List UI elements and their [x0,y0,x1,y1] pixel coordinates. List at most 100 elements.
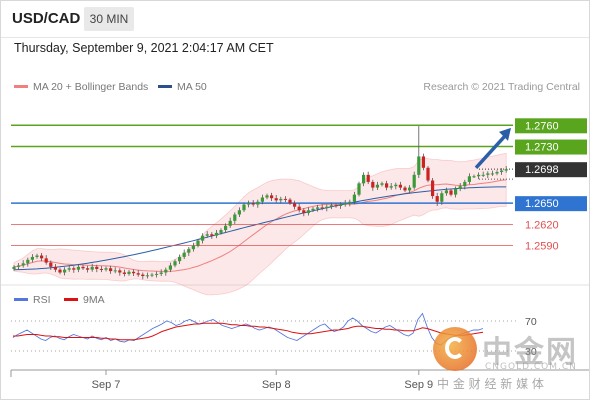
research-credit: Research © 2021 Trading Central [423,81,580,93]
rsi-level-label-70: 70 [525,316,537,328]
candle-body [329,205,333,207]
candle-body [168,265,172,270]
candle-body [375,184,379,188]
candle-body [343,203,347,205]
candle-body [205,234,209,236]
watermark-tagline: 中 金 财 经 新 媒 体 [437,377,544,391]
candle-body [122,272,126,274]
candle-body [385,183,389,188]
watermark-domain: CNGOLD.COM.CN [485,362,577,372]
timeframe-button[interactable]: 30 MIN [84,7,134,31]
candle-body [21,263,25,266]
level-label-1.2590: 1.2590 [525,241,559,253]
datetime-label: Thursday, September 9, 2021 2:04:17 AM C… [14,41,274,55]
candle-body [408,187,412,191]
candle-body [500,170,504,173]
candle-body [352,194,356,202]
rsi-9ma-line [13,322,484,341]
candle-body [219,230,223,233]
candle-body [444,190,448,194]
legend-swatch-ma20 [14,84,28,88]
candle-body [228,220,232,226]
current-price-label: 1.2698 [525,164,559,176]
candle-body [76,266,80,270]
candle-body [40,255,44,259]
candle-body [495,172,499,174]
candle-body [467,176,471,182]
legend-swatch-rsi [14,297,28,301]
candle-body [320,207,324,209]
candle-body [242,204,246,211]
candle-body [145,275,149,277]
candle-body [35,255,39,257]
candle-body [182,252,186,257]
candle-body [458,186,462,189]
candle-body [233,214,237,221]
legend-label-9ma: 9MA [83,294,105,306]
candle-body [12,266,16,269]
candle-body [127,271,131,274]
candle-body [490,173,494,175]
candle-body [472,176,476,178]
ma50-line [13,186,507,271]
candle-body [334,205,338,207]
candle-body [113,270,117,272]
level-label-1.2650: 1.2650 [525,198,559,210]
candle-body [311,208,315,211]
candle-body [26,259,30,264]
candle-body [44,258,48,263]
candle-body [279,198,283,201]
candle-body [394,184,398,187]
candle-body [155,273,159,275]
candle-body [412,174,416,188]
candle-body [159,272,163,274]
candle-body [251,203,255,205]
header-bar: USD/CAD 30 MIN [1,1,589,38]
candle-body [201,235,205,241]
forecast-arrow-head [499,127,511,141]
candle-body [30,256,34,260]
candle-body [348,201,352,204]
candle-body [389,186,393,188]
legend-ma20-bollinger: MA 20 + Bollinger Bands [14,81,148,93]
level-box-1.2760 [515,118,587,134]
candle-body [270,195,274,199]
candle-body [95,266,99,269]
candle-body [141,274,145,277]
candle-body [53,266,57,270]
candle-body [214,232,218,236]
candle-body [150,274,154,276]
candle-body [86,268,90,270]
candle-body [237,210,241,215]
candle-body [398,184,402,188]
candle-body [435,196,439,202]
level-box-1.2650 [515,196,587,212]
candle-body [49,262,53,267]
watermark-logo-mark [445,337,465,359]
candle-body [302,210,306,214]
candle-body [58,269,62,273]
candle-body [288,199,292,204]
symbol-label: USD/CAD [12,10,81,27]
candle-body [118,270,122,273]
candle-body [306,210,310,214]
watermark-brand: 中金网 [482,335,578,370]
candle-body [274,198,278,201]
candle-body [362,174,366,184]
level-label-1.2730: 1.2730 [525,142,559,154]
candle-body [481,174,485,176]
legend-swatch-9ma [64,297,78,301]
ma20-line [13,179,507,272]
candle-body [463,181,467,187]
candle-body [104,268,108,270]
candle-body [339,204,343,206]
candle-body [380,183,384,185]
candle-body [191,245,195,250]
candle-body [247,203,251,205]
candle-body [403,187,407,191]
legend-label-rsi: RSI [33,294,51,306]
candle-body [210,234,214,236]
legend-9ma: 9MA [64,294,105,306]
current-price-box [515,162,587,178]
